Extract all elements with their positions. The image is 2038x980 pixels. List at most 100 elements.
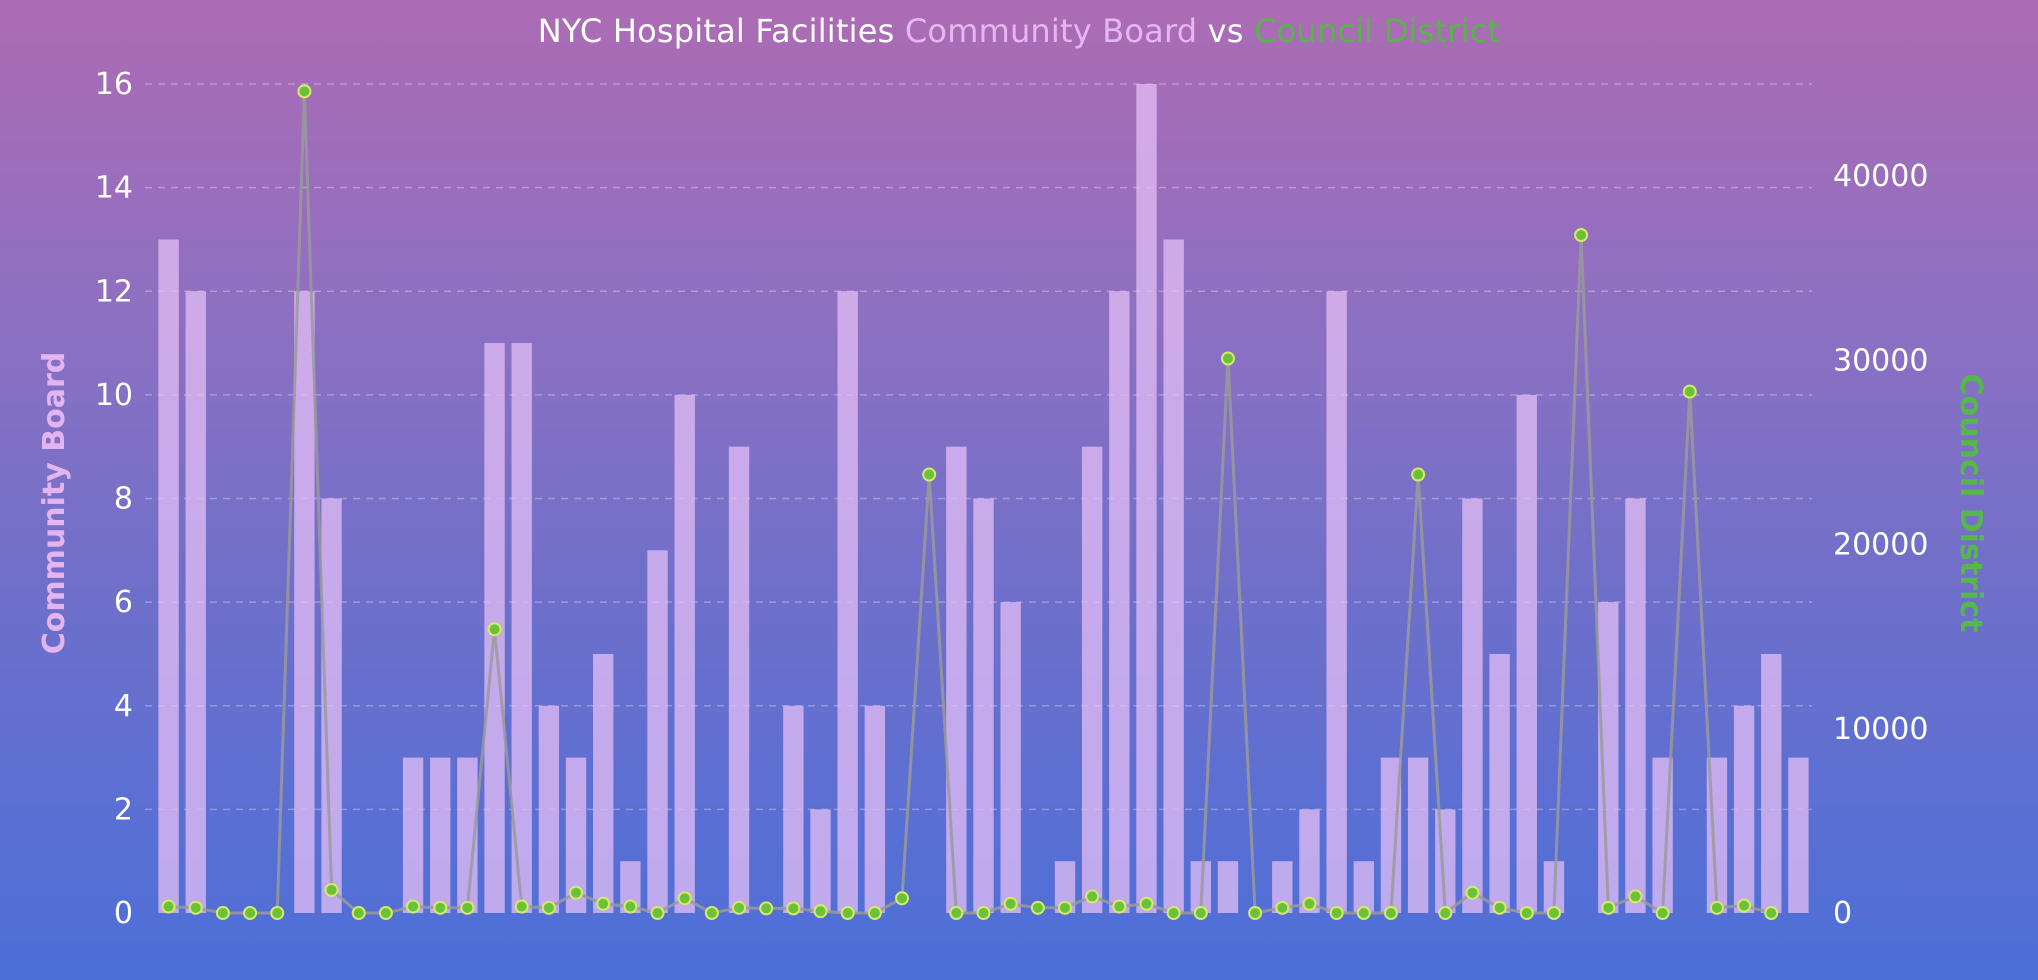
data-point [759,901,774,916]
bar [185,291,206,913]
data-point [378,906,393,920]
left-axis: 0 2 4 6 8 10 12 14 16 [95,67,133,931]
chart-title-mid: vs [1197,12,1255,50]
data-point [786,901,801,916]
data-point [270,906,285,920]
bar [783,705,804,913]
y-tick-label: 16 [95,67,133,102]
data-point [623,899,638,914]
data-point [569,885,584,900]
data-point [324,882,339,897]
bar [946,446,967,913]
bar [1462,498,1483,913]
data-point [895,891,910,906]
y2-tick-label: 10000 [1833,712,1928,747]
data-point [161,899,176,914]
data-point [650,906,665,920]
bar [1788,757,1809,913]
data-point [1139,896,1154,911]
bar [837,291,858,913]
bar [1598,602,1619,913]
bar [565,757,587,913]
data-point [1302,896,1317,911]
bar [511,343,532,913]
data-point [1275,900,1290,915]
y-tick-label: 12 [95,274,133,309]
bar [457,757,478,913]
data-point [677,891,692,906]
data-point [1465,885,1480,900]
y-tick-label: 14 [95,171,133,206]
bar [674,394,695,913]
bar [647,550,668,913]
y-axis-title-right: Council District [1953,374,1988,633]
bar [1407,757,1429,913]
data-point [1737,898,1752,913]
data-point [1003,896,1018,911]
y-axis-title-left: Community Board [37,352,72,654]
bar [1761,653,1782,913]
data-point [215,906,230,920]
data-point [976,906,991,920]
bar [1625,498,1646,913]
bar [1163,239,1184,913]
bar [728,446,750,913]
data-point [1709,900,1724,915]
data-point [1193,906,1208,920]
data-point [813,904,828,919]
data-point [1085,889,1100,904]
data-point [1220,351,1235,366]
bar-layer [158,84,1809,913]
data-point [351,906,366,920]
bar [294,291,315,913]
data-point [1764,906,1779,920]
y-tick-label: 8 [114,482,133,517]
data-point [1383,906,1398,920]
data-point [1574,228,1589,243]
data-point [487,622,502,637]
data-point [1356,906,1371,920]
bar [1380,757,1402,913]
chart-title-series1: Community Board [904,12,1198,50]
y-tick-label: 2 [114,792,133,827]
data-point [406,899,421,914]
data-point [1112,899,1127,914]
data-point [188,900,203,915]
bar [538,705,560,913]
data-point [1248,906,1263,920]
data-point [1492,900,1507,915]
bar [1000,602,1021,913]
y-tick-label: 6 [114,585,133,620]
bar [864,705,886,913]
bar [1217,861,1239,913]
data-point [1601,900,1616,915]
bar [1489,653,1510,913]
bar [1299,809,1320,913]
bar [593,653,614,913]
data-point [949,906,964,920]
bar [1081,446,1103,913]
bar [620,861,641,913]
bar [1109,291,1130,913]
data-point [297,84,312,99]
data-point [732,900,747,915]
bar [158,239,179,913]
data-point [514,899,529,914]
data-point [541,900,556,915]
bar [1733,705,1755,913]
data-point [243,906,258,920]
bar [1516,394,1537,913]
y2-tick-label: 30000 [1833,343,1928,378]
data-point [1438,906,1453,920]
data-point [1628,889,1643,904]
y-tick-label: 4 [114,689,133,724]
y-tick-label: 10 [95,378,133,413]
data-point [922,467,937,482]
point-layer [161,84,1779,920]
right-axis: 0 10000 20000 30000 40000 [1833,159,1928,931]
data-point [1411,467,1426,482]
data-point [1655,906,1670,920]
data-point [1546,906,1561,920]
data-point [867,906,882,920]
